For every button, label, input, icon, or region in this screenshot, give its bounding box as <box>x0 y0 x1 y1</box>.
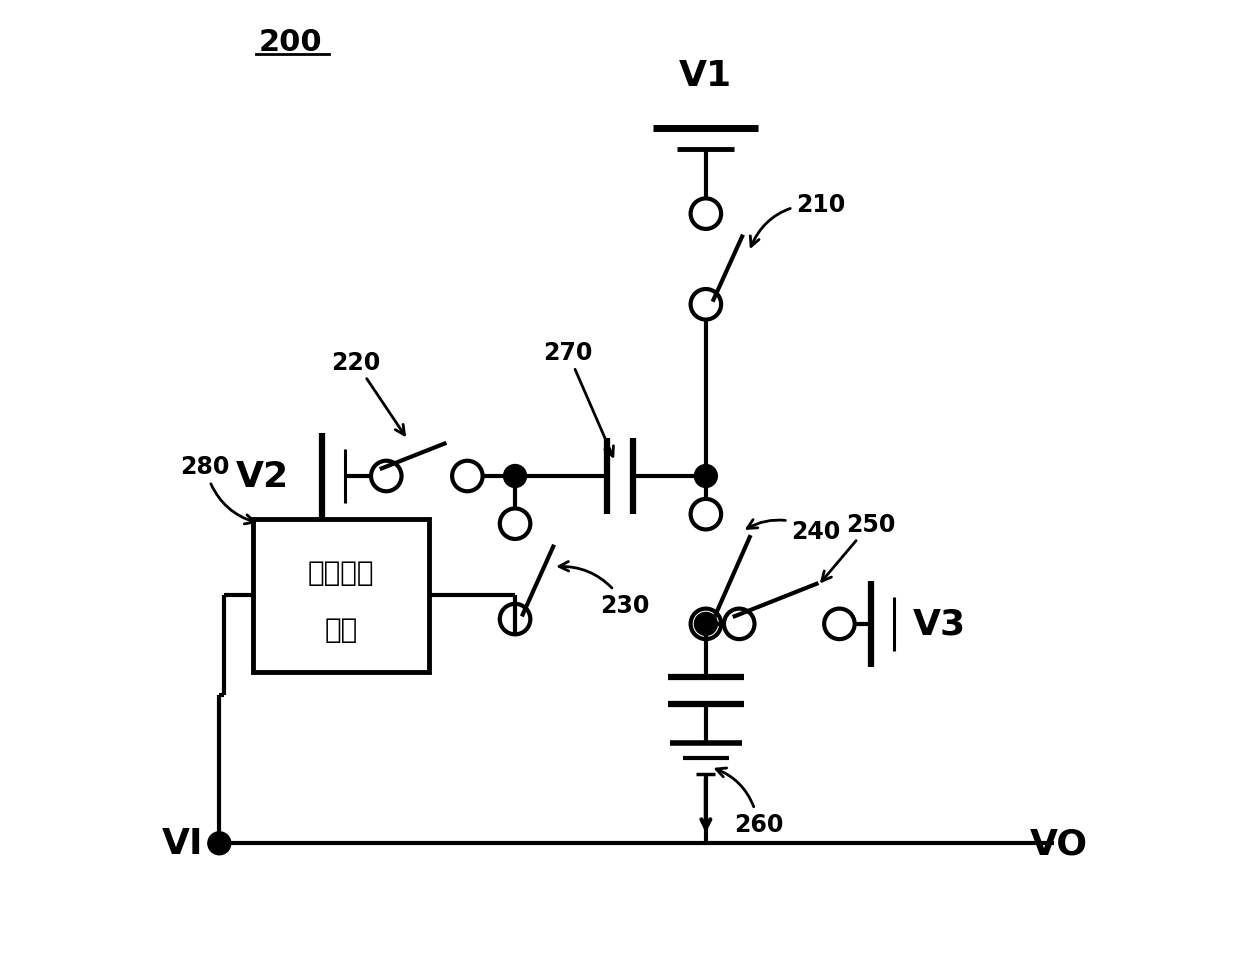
Text: 230: 230 <box>559 562 650 618</box>
Text: 250: 250 <box>822 512 895 581</box>
Text: 280: 280 <box>180 455 254 524</box>
Text: 240: 240 <box>748 519 841 543</box>
Text: VI: VI <box>162 826 203 861</box>
Circle shape <box>503 465 527 488</box>
Text: V3: V3 <box>913 607 966 641</box>
Text: 270: 270 <box>543 340 614 456</box>
Text: 210: 210 <box>750 193 844 247</box>
Text: V1: V1 <box>680 59 733 93</box>
Text: 260: 260 <box>717 768 782 837</box>
Text: 电压缓冲: 电压缓冲 <box>308 558 374 587</box>
Circle shape <box>208 832 231 855</box>
Circle shape <box>694 465 717 488</box>
FancyBboxPatch shape <box>253 519 429 672</box>
Text: V2: V2 <box>236 459 289 494</box>
Text: 单元: 单元 <box>325 616 357 643</box>
Text: 200: 200 <box>259 29 322 57</box>
Circle shape <box>694 613 717 636</box>
Text: VO: VO <box>1029 826 1087 861</box>
Text: 220: 220 <box>331 350 404 436</box>
